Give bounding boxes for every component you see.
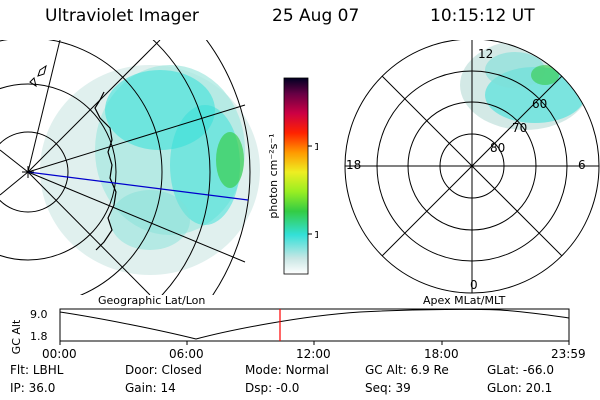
colorbar: 100 10 photon cm⁻²s⁻¹: [267, 77, 318, 275]
coastline: [94, 91, 117, 251]
latitude-grid: [0, 40, 251, 295]
lat-label-60: 60: [532, 97, 547, 111]
mlt-label-18: 18: [346, 158, 361, 172]
status-glon: GLon: 20.1: [487, 381, 553, 395]
mlt-label-0: 0: [470, 278, 478, 292]
longitude-grid: [0, 40, 246, 295]
status-gain: Gain: 14: [125, 381, 176, 395]
timeline-y-tick-max: 9.0: [30, 308, 48, 321]
status-door: Door: Closed: [125, 363, 202, 377]
date-label: 25 Aug 07: [272, 6, 360, 26]
polar-plot[interactable]: 12 18 6 0 60 70 80: [335, 40, 600, 295]
altitude-timeline[interactable]: GC Alt 9.0 1.8 00:00 06:00 12:00 18:00 2…: [0, 305, 600, 367]
timeline-frame: [59, 308, 570, 342]
timeline-x-tick-2359: 23:59: [551, 347, 586, 361]
mlt-label-6: 6: [578, 158, 586, 172]
timeline-x-ticks: [59, 341, 570, 345]
status-filter: Flt: LBHL: [10, 363, 64, 377]
mlt-label-12: 12: [478, 47, 493, 61]
polar-grid: [344, 40, 600, 294]
time-label: 10:15:12 UT: [430, 6, 535, 26]
status-mode: Mode: Normal: [245, 363, 329, 377]
timeline-y-tick-min: 1.8: [30, 330, 48, 343]
timeline-x-tick-0600: 06:00: [169, 347, 204, 361]
colorbar-gradient: [283, 77, 309, 275]
lat-label-70: 70: [512, 121, 527, 135]
colorbar-tick-100: 100: [314, 142, 318, 153]
timeline-x-tick-0000: 00:00: [42, 347, 77, 361]
timeline-x-tick-1800: 18:00: [424, 347, 459, 361]
geo-panel-label: Geographic Lat/Lon: [98, 294, 206, 307]
altitude-curve: [59, 308, 570, 340]
timeline-x-tick-1200: 12:00: [296, 347, 331, 361]
instrument-title: Ultraviolet Imager: [45, 6, 199, 26]
colorbar-tick-10: 10: [314, 230, 318, 241]
status-seq: Seq: 39: [365, 381, 411, 395]
lat-label-80: 80: [490, 141, 505, 155]
status-ip: IP: 36.0: [10, 381, 56, 395]
colorbar-unit-label: photon cm⁻²s⁻¹: [267, 133, 280, 218]
status-dsp: Dsp: -0.0: [245, 381, 300, 395]
geographic-map[interactable]: [0, 40, 260, 295]
polar-panel-label: Apex MLat/MLT: [423, 294, 506, 307]
pole-marker-icon: [22, 166, 34, 178]
island-outline: [29, 64, 47, 88]
status-gc-alt: GC Alt: 6.9 Re: [365, 363, 449, 377]
timeline-y-axis-label: GC Alt: [10, 319, 23, 354]
status-glat: GLat: -66.0: [487, 363, 554, 377]
magnetic-meridian-line: [27, 171, 249, 201]
